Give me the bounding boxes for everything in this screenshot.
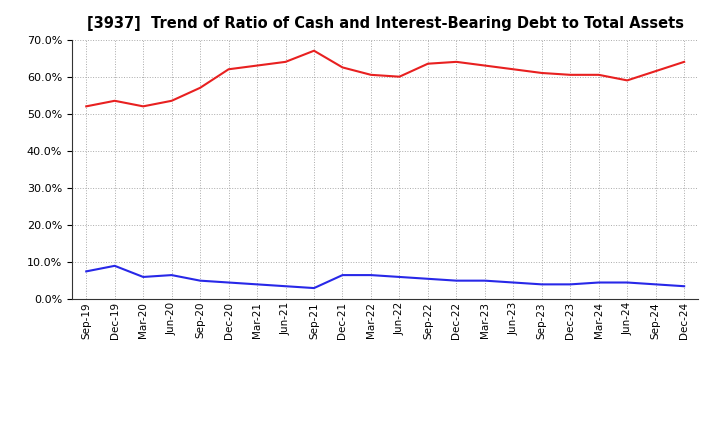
Interest-Bearing Debt bbox=[480, 278, 489, 283]
Line: Cash: Cash bbox=[86, 51, 684, 106]
Cash bbox=[139, 104, 148, 109]
Cash bbox=[423, 61, 432, 66]
Interest-Bearing Debt bbox=[196, 278, 204, 283]
Interest-Bearing Debt bbox=[338, 272, 347, 278]
Cash bbox=[395, 74, 404, 79]
Cash bbox=[480, 63, 489, 68]
Interest-Bearing Debt bbox=[139, 274, 148, 279]
Interest-Bearing Debt bbox=[167, 272, 176, 278]
Interest-Bearing Debt bbox=[395, 274, 404, 279]
Interest-Bearing Debt bbox=[595, 280, 603, 285]
Line: Interest-Bearing Debt: Interest-Bearing Debt bbox=[86, 266, 684, 288]
Interest-Bearing Debt bbox=[452, 278, 461, 283]
Cash bbox=[652, 69, 660, 74]
Interest-Bearing Debt bbox=[282, 284, 290, 289]
Cash bbox=[253, 63, 261, 68]
Interest-Bearing Debt bbox=[566, 282, 575, 287]
Cash bbox=[595, 72, 603, 77]
Interest-Bearing Debt bbox=[82, 269, 91, 274]
Cash bbox=[566, 72, 575, 77]
Cash bbox=[338, 65, 347, 70]
Interest-Bearing Debt bbox=[310, 286, 318, 291]
Cash bbox=[537, 70, 546, 76]
Cash bbox=[282, 59, 290, 65]
Cash bbox=[310, 48, 318, 53]
Interest-Bearing Debt bbox=[680, 284, 688, 289]
Interest-Bearing Debt bbox=[509, 280, 518, 285]
Interest-Bearing Debt bbox=[366, 272, 375, 278]
Cash bbox=[110, 98, 119, 103]
Cash bbox=[509, 66, 518, 72]
Interest-Bearing Debt bbox=[253, 282, 261, 287]
Cash bbox=[167, 98, 176, 103]
Interest-Bearing Debt bbox=[652, 282, 660, 287]
Cash bbox=[196, 85, 204, 91]
Cash bbox=[623, 78, 631, 83]
Interest-Bearing Debt bbox=[423, 276, 432, 282]
Interest-Bearing Debt bbox=[537, 282, 546, 287]
Interest-Bearing Debt bbox=[623, 280, 631, 285]
Title: [3937]  Trend of Ratio of Cash and Interest-Bearing Debt to Total Assets: [3937] Trend of Ratio of Cash and Intere… bbox=[86, 16, 684, 32]
Cash bbox=[452, 59, 461, 65]
Interest-Bearing Debt bbox=[110, 263, 119, 268]
Cash bbox=[366, 72, 375, 77]
Interest-Bearing Debt bbox=[225, 280, 233, 285]
Cash bbox=[680, 59, 688, 65]
Cash bbox=[82, 104, 91, 109]
Cash bbox=[225, 66, 233, 72]
